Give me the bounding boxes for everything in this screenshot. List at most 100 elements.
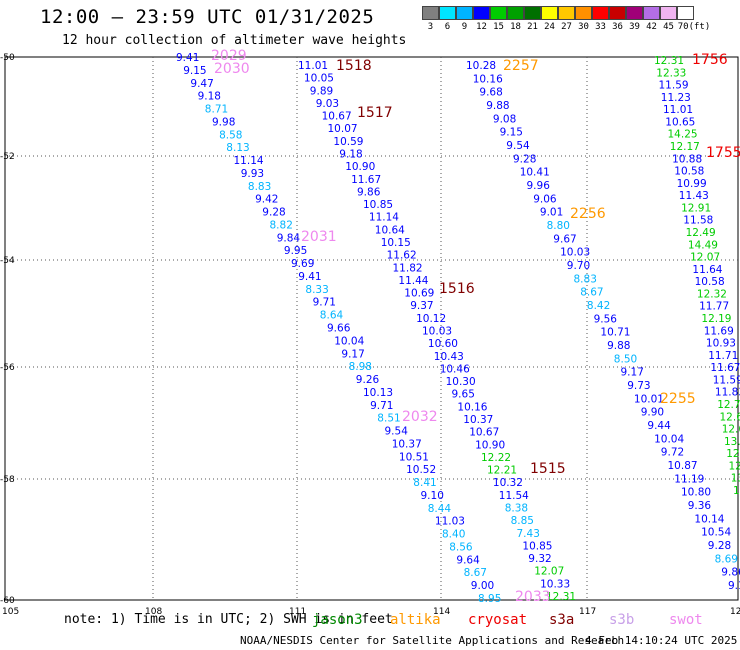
color-scale-swatch xyxy=(609,6,626,20)
wave-height-value: 10.87 xyxy=(668,460,698,472)
wave-height-value: 11.59 xyxy=(659,80,689,92)
wave-height-value: 9.42 xyxy=(255,194,278,206)
longitude-label: 108 xyxy=(145,607,162,617)
wave-height-value: 11.01 xyxy=(663,104,693,116)
wave-height-value: 9.88 xyxy=(607,340,630,352)
wave-height-value: 10.16 xyxy=(457,401,487,413)
wave-height-value: 8.13 xyxy=(226,142,249,154)
wave-height-value: 10.32 xyxy=(493,477,523,489)
color-scale-swatch xyxy=(541,6,558,20)
wave-height-value: 10.67 xyxy=(322,111,352,123)
wave-height-value: 8.56 xyxy=(449,542,473,554)
wave-height-value: 12.49 xyxy=(686,227,716,239)
latitude-labels: -50 -52 -54 -56 -58 -60 xyxy=(0,53,15,606)
pass-time-label: 2256 xyxy=(570,206,606,222)
wave-height-value: 13 xyxy=(731,473,740,485)
wave-height-value: 9.89 xyxy=(310,85,333,97)
wave-height-value: 10.54 xyxy=(701,527,731,539)
wave-height-value: 8.51 xyxy=(377,413,400,425)
wave-height-value: 9.15 xyxy=(500,127,523,139)
color-scale xyxy=(422,6,694,20)
color-scale-swatch xyxy=(660,6,677,20)
wave-height-value: 12.77 xyxy=(726,448,740,460)
wave-height-value: 10.07 xyxy=(328,123,358,135)
wave-height-value: 8.67 xyxy=(580,287,603,299)
wave-height-value: 9.32 xyxy=(528,553,551,565)
latitude-label: -56 xyxy=(0,363,15,373)
pass-time-label: 2032 xyxy=(402,409,438,425)
color-scale-label: 24 xyxy=(544,22,555,32)
wave-height-value: 9.93 xyxy=(241,168,264,180)
wave-height-value: 9.70 xyxy=(567,260,590,272)
color-scale-label: 3 xyxy=(427,22,434,32)
color-scale-swatch xyxy=(524,6,541,20)
wave-height-value: 10.58 xyxy=(674,166,704,178)
map-frame xyxy=(4,56,739,601)
wave-height-value: 11.14 xyxy=(369,212,399,224)
wave-height-value: 9.00 xyxy=(471,580,494,592)
wave-height-value: 10.05 xyxy=(304,73,334,85)
wave-height-value: 8.44 xyxy=(428,503,452,515)
wave-height-value: 9.86 xyxy=(721,567,740,579)
latitude-label: -54 xyxy=(0,256,15,266)
color-scale-swatch xyxy=(592,6,609,20)
wave-height-value: 10.64 xyxy=(375,224,405,236)
wave-height-value: 9.47 xyxy=(190,78,213,90)
wave-height-value: 8.83 xyxy=(574,273,597,285)
pass-time-label: 1755 xyxy=(706,145,740,161)
wave-height-value: 9.15 xyxy=(183,65,206,77)
wave-height-value: 11.67 xyxy=(710,362,740,374)
pass-time-label: 2029 xyxy=(211,48,247,64)
wave-height-value: 11.44 xyxy=(398,275,428,287)
map-grid xyxy=(5,57,738,600)
wave-height-value: 11.23 xyxy=(661,92,691,104)
wave-height-value: 10.93 xyxy=(706,338,736,350)
color-scale-label: 18 xyxy=(510,22,521,32)
wave-height-value: 8.67 xyxy=(464,567,487,579)
generated-timestamp: 4 Feb 14:10:24 UTC 2025 xyxy=(585,634,738,647)
wave-height-value: 9.08 xyxy=(493,113,516,125)
wave-height-value: 10.90 xyxy=(475,439,505,451)
latitude-label: -58 xyxy=(0,475,15,485)
pass-time-label: 1518 xyxy=(336,58,372,74)
wave-height-value: 11.58 xyxy=(683,215,713,227)
wave-height-value: 12.31 xyxy=(546,591,576,603)
wave-height-value: 11.77 xyxy=(699,301,729,313)
wave-height-value: 8.95 xyxy=(478,593,501,605)
color-scale-label: 27 xyxy=(561,22,572,32)
pass-time-label: 1517 xyxy=(357,105,393,121)
wave-height-value: 9.14 xyxy=(728,580,740,592)
pass-time-label: 1756 xyxy=(692,52,728,68)
wave-height-value: 10.04 xyxy=(334,335,364,347)
color-scale-swatch xyxy=(456,6,473,20)
wave-height-value: 11.82 xyxy=(393,262,423,274)
wave-height-value: 12.17 xyxy=(670,141,700,153)
wave-height-value: 8.64 xyxy=(320,310,344,322)
wave-height-value: 9.86 xyxy=(357,186,381,198)
color-scale-swatch xyxy=(473,6,490,20)
wave-height-value: 10.33 xyxy=(540,578,570,590)
longitude-label: 111 xyxy=(289,607,306,617)
wave-height-value: 9.03 xyxy=(316,98,339,110)
wave-height-value: 12.07 xyxy=(690,252,720,264)
legend-item-s3a: s3a xyxy=(549,612,575,628)
wave-height-value: 9.68 xyxy=(479,87,502,99)
wave-height-value: 10.80 xyxy=(681,487,711,499)
wave-height-value: 8.69 xyxy=(715,553,738,565)
wave-height-value: 9.36 xyxy=(688,500,712,512)
wave-height-value: 9.71 xyxy=(313,297,336,309)
wave-height-value: 12.22 xyxy=(481,452,511,464)
wave-height-value: 8.40 xyxy=(442,529,465,541)
wave-height-value: 8.33 xyxy=(305,284,328,296)
wave-height-value: 8.58 xyxy=(219,129,242,141)
wave-height-value: 11.71 xyxy=(708,350,738,362)
wave-height-value: 10.37 xyxy=(463,414,493,426)
wave-height-value: 10.59 xyxy=(333,136,363,148)
wave-height-value: 9.41 xyxy=(176,52,199,64)
wave-height-value: 9.73 xyxy=(627,380,650,392)
wave-height-value: 10.15 xyxy=(381,237,411,249)
pass-time-label: 1516 xyxy=(439,281,475,297)
wave-height-value: 11.43 xyxy=(679,190,709,202)
wave-height-value: 10.88 xyxy=(672,153,702,165)
